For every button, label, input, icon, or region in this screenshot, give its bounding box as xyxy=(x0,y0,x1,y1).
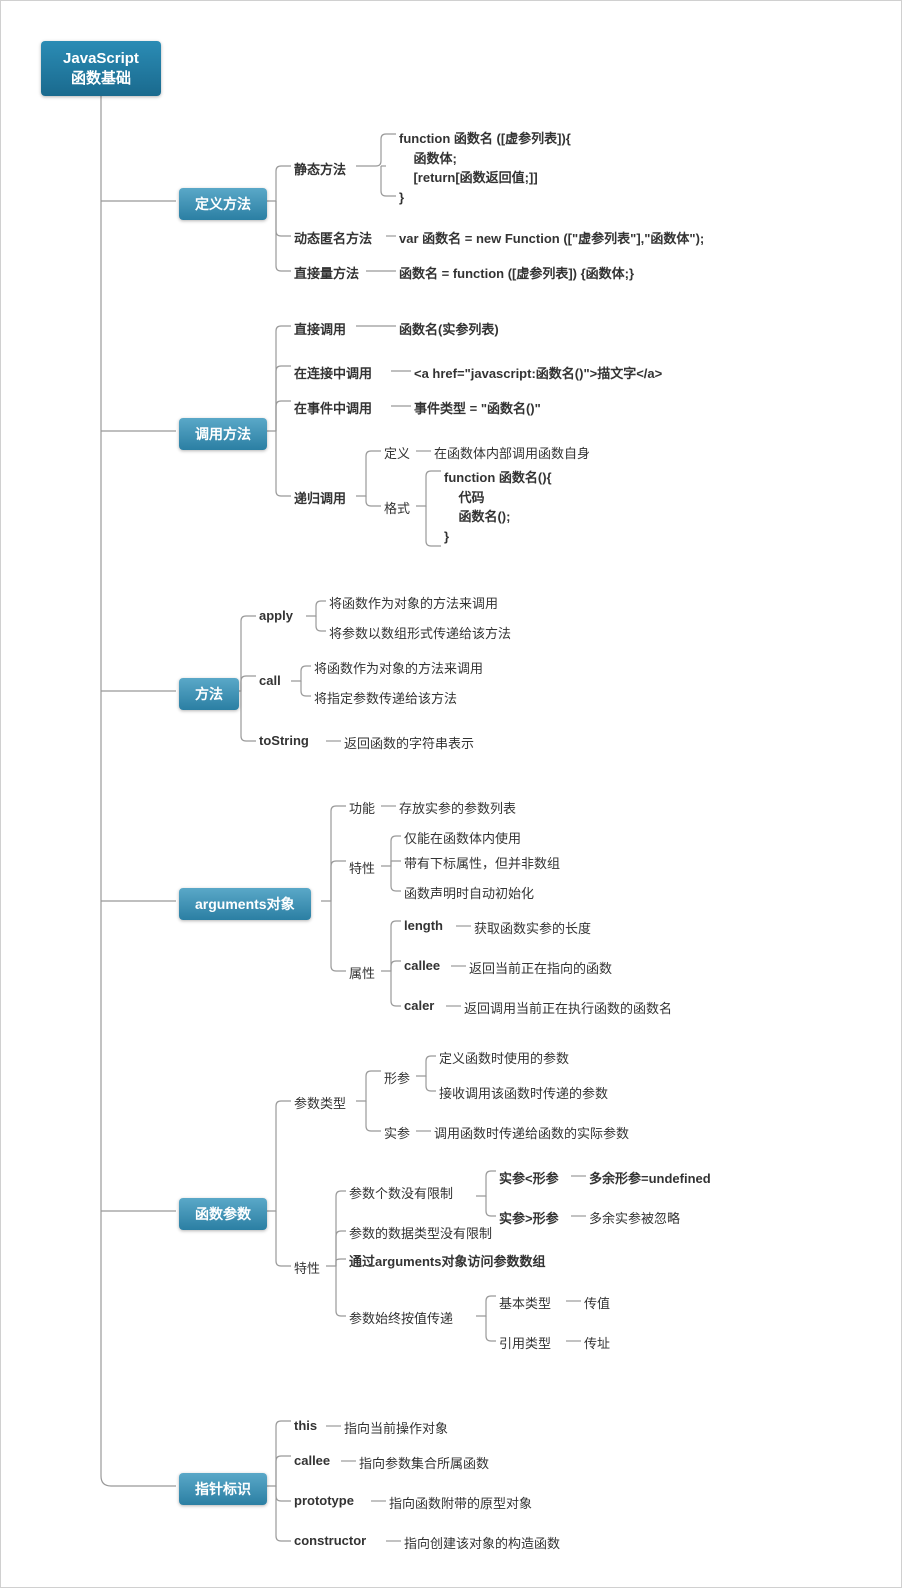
root-node: JavaScript 函数基础 xyxy=(41,41,161,96)
leaf-arg-trait-l2: 带有下标属性，但并非数组 xyxy=(404,853,560,872)
label-gt: 实参>形参 xyxy=(499,1208,559,1227)
label-primitive: 基本类型 xyxy=(499,1293,551,1312)
leaf-gt-text: 多余实参被忽略 xyxy=(589,1208,680,1227)
leaf-formal-l1: 定义函数时使用的参数 xyxy=(439,1048,569,1067)
leaf-arg-callee-text: 返回当前正在指向的函数 xyxy=(469,958,612,977)
label-actual: 实参 xyxy=(384,1123,410,1142)
leaf-primitive-text: 传值 xyxy=(584,1293,610,1312)
label-prototype: prototype xyxy=(294,1493,354,1508)
leaf-arg-length-text: 获取函数实参的长度 xyxy=(474,918,591,937)
leaf-arg-func-text: 存放实参的参数列表 xyxy=(399,798,516,817)
label-link: 在连接中调用 xyxy=(294,363,372,382)
label-lt: 实参<形参 xyxy=(499,1168,559,1187)
root-line2: 函数基础 xyxy=(71,70,131,87)
leaf-apply-l2: 将参数以数组形式传递给该方法 xyxy=(329,623,511,642)
leaf-formal-l2: 接收调用该函数时传递的参数 xyxy=(439,1083,608,1102)
leaf-dynamic-code: var 函数名 = new Function (["虚参列表"],"函数体"); xyxy=(399,228,704,247)
label-rec-def: 定义 xyxy=(384,443,410,462)
label-this: this xyxy=(294,1418,317,1433)
label-arg-caler: caler xyxy=(404,998,434,1013)
leaf-rec-fmt-code: function 函数名(){ 代码 函数名(); } xyxy=(444,468,552,546)
leaf-argsaccess: 通过arguments对象访问参数数组 xyxy=(349,1251,545,1270)
leaf-constructor-text: 指向创建该对象的构造函数 xyxy=(404,1533,560,1552)
branch-methods: 方法 xyxy=(179,678,239,710)
label-param-type: 参数类型 xyxy=(294,1093,346,1112)
label-static: 静态方法 xyxy=(294,159,346,178)
leaf-lt-text: 多余形参=undefined xyxy=(589,1168,711,1187)
leaf-event-code: 事件类型 = "函数名()" xyxy=(414,398,541,417)
label-rec-fmt: 格式 xyxy=(384,498,410,517)
label-arg-trait: 特性 xyxy=(349,858,375,877)
leaf-rec-def-text: 在函数体内部调用函数自身 xyxy=(434,443,590,462)
leaf-direct-code: 函数名(实参列表) xyxy=(399,319,499,338)
leaf-reference-text: 传址 xyxy=(584,1333,610,1352)
leaf-arg-trait-l3: 函数声明时自动初始化 xyxy=(404,883,534,902)
label-call: call xyxy=(259,673,281,688)
leaf-arg-trait-l1: 仅能在函数体内使用 xyxy=(404,828,521,847)
branch-arguments: arguments对象 xyxy=(179,888,311,920)
leaf-tostring-text: 返回函数的字符串表示 xyxy=(344,733,474,752)
label-apply: apply xyxy=(259,608,293,623)
label-arg-attr: 属性 xyxy=(349,963,375,982)
label-dynamic: 动态匿名方法 xyxy=(294,228,372,247)
leaf-call-l1: 将函数作为对象的方法来调用 xyxy=(314,658,483,677)
leaf-typenolimit: 参数的数据类型没有限制 xyxy=(349,1223,492,1242)
branch-params: 函数参数 xyxy=(179,1198,267,1230)
leaf-call-l2: 将指定参数传递给该方法 xyxy=(314,688,457,707)
label-arg-func: 功能 xyxy=(349,798,375,817)
label-arg-length: length xyxy=(404,918,443,933)
branch-invoke: 调用方法 xyxy=(179,418,267,450)
label-reference: 引用类型 xyxy=(499,1333,551,1352)
leaf-apply-l1: 将函数作为对象的方法来调用 xyxy=(329,593,498,612)
branch-pointers: 指针标识 xyxy=(179,1473,267,1505)
leaf-callee-text: 指向参数集合所属函数 xyxy=(359,1453,489,1472)
leaf-static-code: function 函数名 ([虚参列表]){ 函数体; [return[函数返回… xyxy=(399,129,571,207)
leaf-prototype-text: 指向函数附带的原型对象 xyxy=(389,1493,532,1512)
leaf-nolimit: 参数个数没有限制 xyxy=(349,1183,453,1202)
leaf-this-text: 指向当前操作对象 xyxy=(344,1418,448,1437)
root-line1: JavaScript xyxy=(63,50,139,67)
label-formal: 形参 xyxy=(384,1068,410,1087)
leaf-arg-caler-text: 返回调用当前正在执行函数的函数名 xyxy=(464,998,672,1017)
label-constructor: constructor xyxy=(294,1533,366,1548)
label-arg-callee: callee xyxy=(404,958,440,973)
label-callee: callee xyxy=(294,1453,330,1468)
branch-define: 定义方法 xyxy=(179,188,267,220)
leaf-actual-text: 调用函数时传递给函数的实际参数 xyxy=(434,1123,629,1142)
label-tostring: toString xyxy=(259,733,309,748)
label-direct: 直接调用 xyxy=(294,319,346,338)
leaf-literal-code: 函数名 = function ([虚参列表]) {函数体;} xyxy=(399,263,634,282)
mindmap-canvas: JavaScript 函数基础 定义方法 静态方法 function 函数名 (… xyxy=(0,0,902,1588)
label-event: 在事件中调用 xyxy=(294,398,372,417)
leaf-byvalue: 参数始终按值传递 xyxy=(349,1308,453,1327)
label-param-trait: 特性 xyxy=(294,1258,320,1277)
leaf-link-code: <a href="javascript:函数名()">描文字</a> xyxy=(414,363,662,382)
label-literal: 直接量方法 xyxy=(294,263,359,282)
label-recursion: 递归调用 xyxy=(294,488,346,507)
